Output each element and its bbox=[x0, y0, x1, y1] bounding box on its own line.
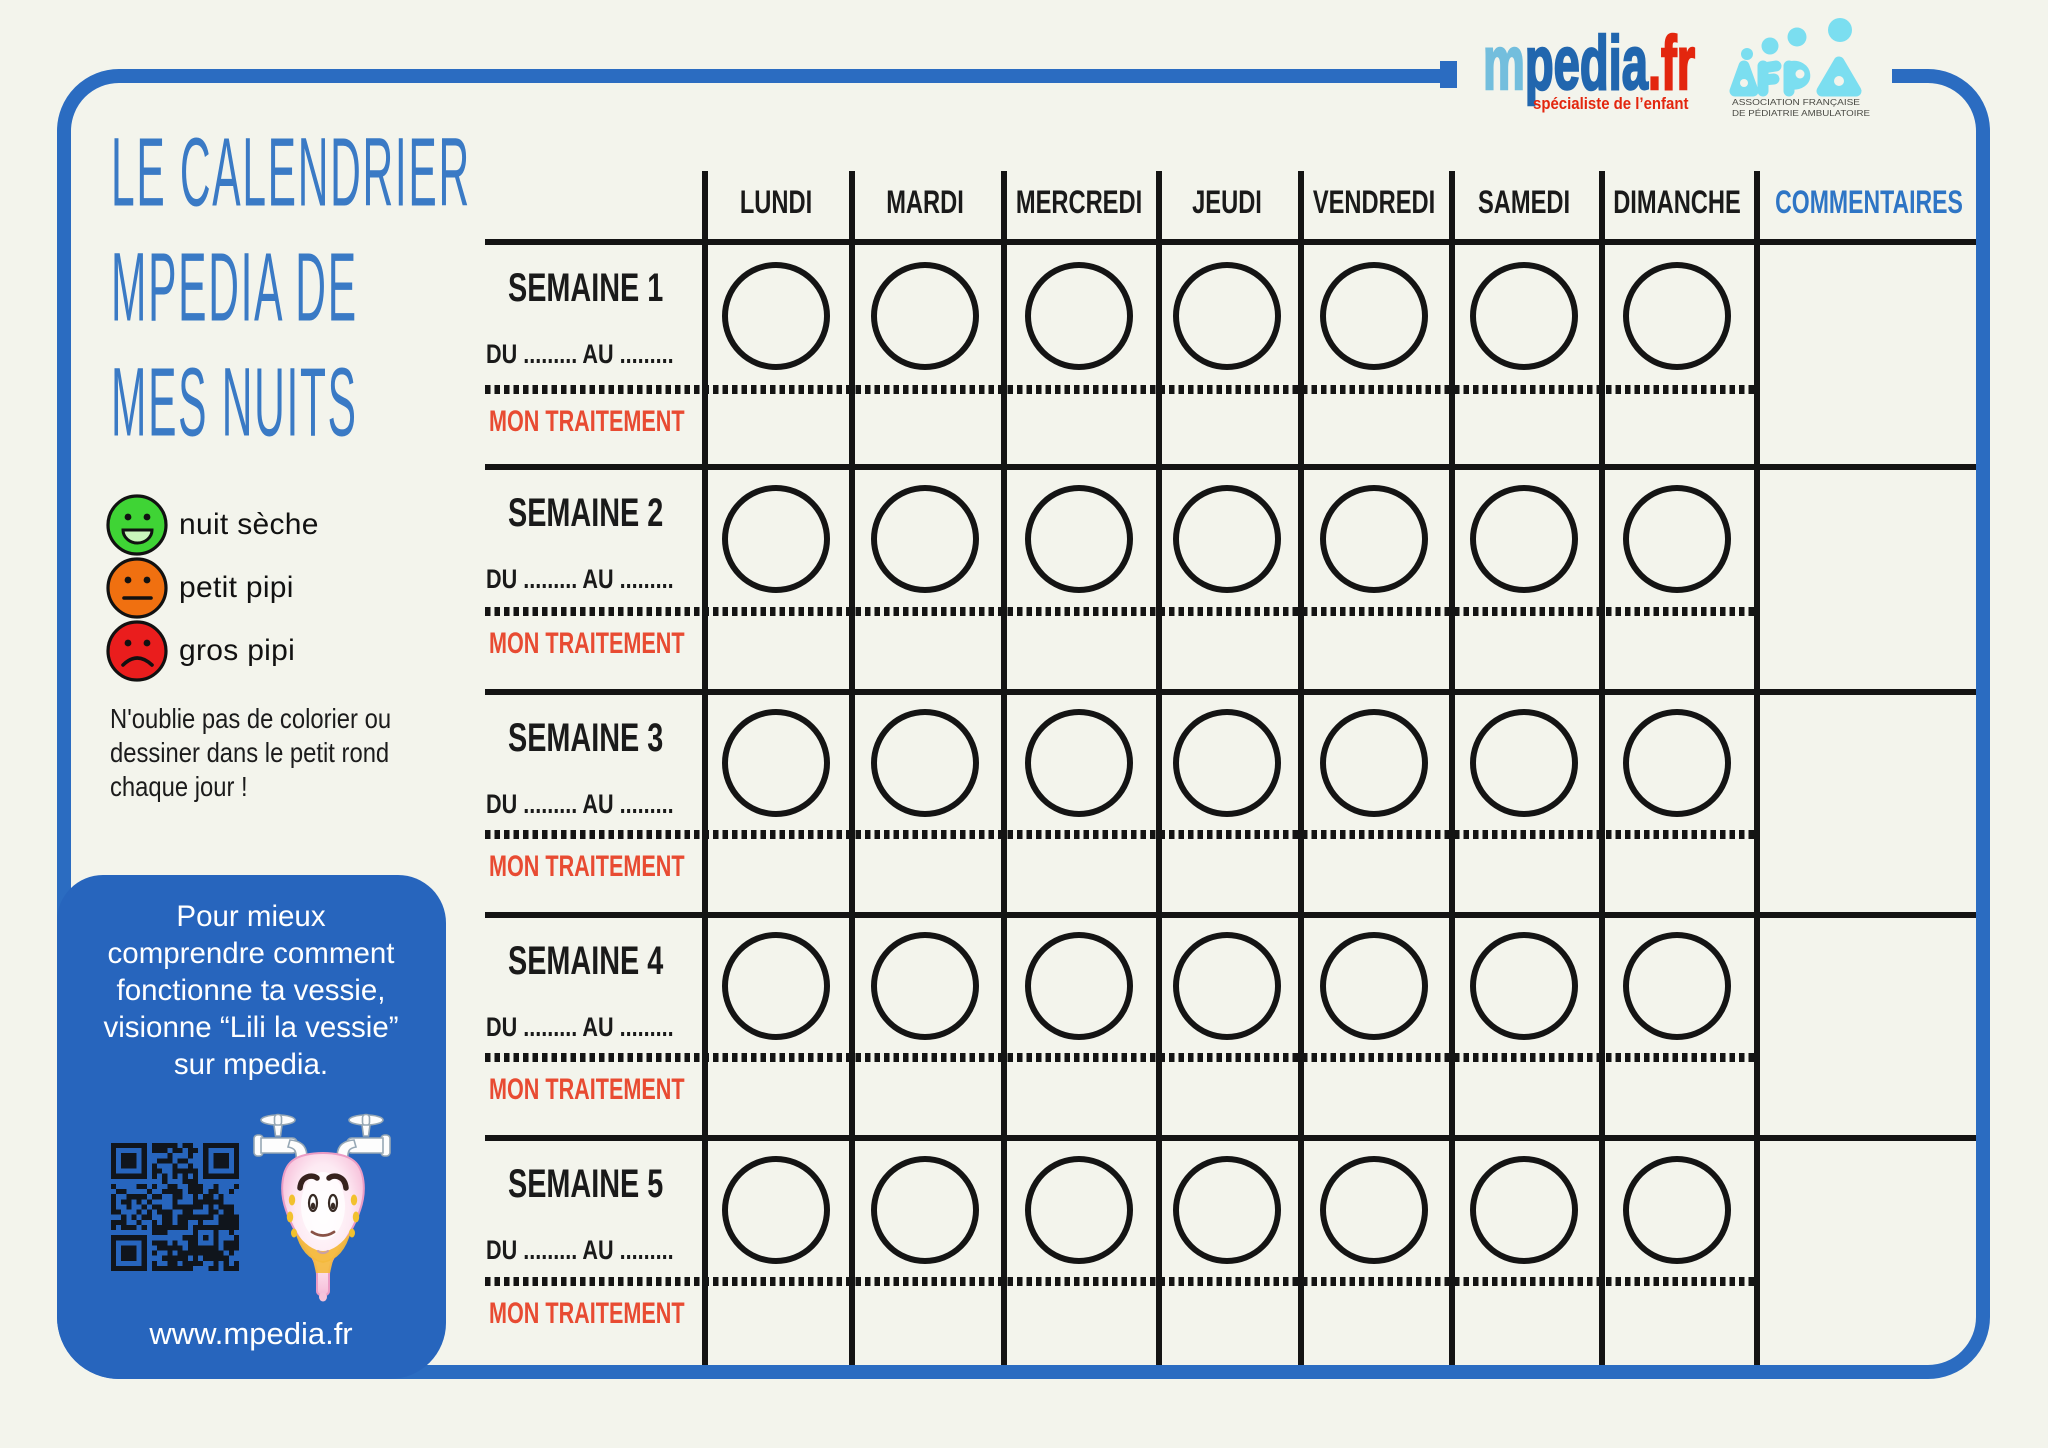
svg-text:ASSOCIATION FRANÇAISE: ASSOCIATION FRANÇAISE bbox=[1732, 97, 1860, 107]
svg-text:DE PÉDIATRIE AMBULATOIRE: DE PÉDIATRIE AMBULATOIRE bbox=[1732, 108, 1870, 118]
